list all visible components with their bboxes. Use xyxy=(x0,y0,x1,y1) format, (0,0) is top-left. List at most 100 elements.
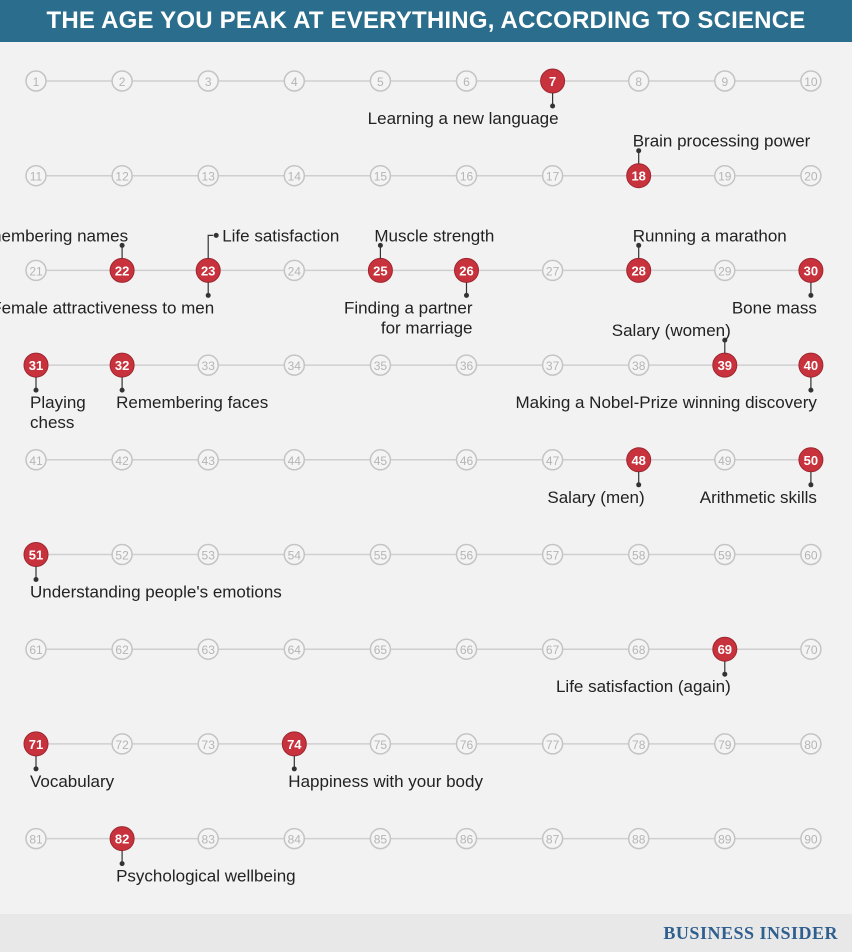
age-node xyxy=(714,827,736,850)
age-node xyxy=(800,638,822,660)
age-number: 44 xyxy=(288,454,302,468)
age-node xyxy=(541,354,564,376)
age-number: 76 xyxy=(460,738,474,752)
age-node xyxy=(197,354,219,376)
age-number: 1 xyxy=(33,75,40,89)
age-node xyxy=(714,543,736,566)
peak-label: Life satisfaction xyxy=(222,226,339,245)
peak-label: Understanding people's emotions xyxy=(30,583,282,602)
peak-age-number: 82 xyxy=(115,832,129,847)
peak-age-number: 74 xyxy=(287,737,302,752)
age-node xyxy=(369,827,392,850)
peak-label: Remembering faces xyxy=(116,393,268,412)
age-node xyxy=(369,354,392,376)
age-number: 72 xyxy=(115,738,129,752)
age-number: 56 xyxy=(460,549,474,563)
connector-dot xyxy=(722,671,728,677)
age-node xyxy=(800,70,822,92)
age-number: 87 xyxy=(546,833,560,847)
age-number: 5 xyxy=(377,75,384,89)
peak-label: Salary (women) xyxy=(612,321,731,340)
connector-dot xyxy=(291,766,297,772)
peak-label: Muscle strength xyxy=(374,226,494,245)
peak-age-number: 32 xyxy=(115,358,129,373)
age-node xyxy=(25,449,47,471)
connector-dot xyxy=(464,292,469,298)
peak-age-number: 26 xyxy=(459,263,473,278)
age-number: 14 xyxy=(288,170,302,184)
footer: BUSINESS INSIDER xyxy=(0,914,852,952)
age-node xyxy=(111,543,133,566)
age-node xyxy=(800,164,822,187)
age-number: 13 xyxy=(202,170,216,184)
age-node xyxy=(283,354,306,376)
peak-age-number: 18 xyxy=(631,169,645,184)
age-number: 36 xyxy=(460,359,474,373)
age-number: 65 xyxy=(374,643,388,657)
age-node xyxy=(627,70,650,92)
connector-dot xyxy=(119,387,125,393)
age-node xyxy=(627,543,650,566)
page-title: THE AGE YOU PEAK AT EVERYTHING, ACCORDIN… xyxy=(46,7,806,34)
connector-dot xyxy=(722,337,728,343)
age-node xyxy=(369,543,392,566)
age-node xyxy=(714,449,736,471)
age-number: 10 xyxy=(804,75,818,89)
age-node xyxy=(369,733,392,755)
age-number: 57 xyxy=(546,549,560,563)
connector-dot xyxy=(636,148,642,154)
age-number: 85 xyxy=(374,833,388,847)
peak-label: Arithmetic skills xyxy=(700,488,817,507)
age-node xyxy=(714,164,736,187)
age-node xyxy=(800,733,822,755)
age-number: 55 xyxy=(374,549,388,563)
connector-dot xyxy=(119,242,125,248)
age-node xyxy=(455,354,478,376)
peak-label: Remembering names xyxy=(0,226,128,245)
connector-dot xyxy=(119,861,125,867)
age-node xyxy=(197,827,219,850)
age-node xyxy=(800,827,822,850)
age-number: 27 xyxy=(546,264,560,278)
age-number: 37 xyxy=(546,359,560,373)
peak-age-number: 25 xyxy=(373,263,387,278)
age-node xyxy=(455,827,478,850)
age-node xyxy=(25,638,47,660)
age-number: 3 xyxy=(205,75,212,89)
age-node xyxy=(283,164,306,187)
age-number: 78 xyxy=(632,738,646,752)
age-node xyxy=(627,733,650,755)
age-node xyxy=(25,70,47,92)
age-node xyxy=(541,733,564,755)
header-banner: THE AGE YOU PEAK AT EVERYTHING, ACCORDIN… xyxy=(0,0,852,42)
peak-label: Psychological wellbeing xyxy=(116,867,296,886)
age-number: 86 xyxy=(460,833,474,847)
age-number: 43 xyxy=(202,454,216,468)
peak-age-number: 28 xyxy=(631,263,645,278)
peak-label: Brain processing power xyxy=(633,132,811,151)
age-node xyxy=(283,638,306,660)
age-node xyxy=(455,70,478,92)
age-node xyxy=(714,733,736,755)
age-number: 38 xyxy=(632,359,646,373)
age-node xyxy=(283,827,306,850)
age-number: 4 xyxy=(291,75,298,89)
connector-dot xyxy=(205,292,211,298)
age-node xyxy=(25,164,47,187)
age-number: 89 xyxy=(718,833,732,847)
age-node xyxy=(541,449,564,471)
age-number: 79 xyxy=(718,738,732,752)
age-number: 84 xyxy=(288,833,302,847)
age-number: 6 xyxy=(463,75,470,89)
age-node xyxy=(283,259,306,282)
peak-age-number: 51 xyxy=(29,548,43,563)
connector-dot xyxy=(33,766,39,772)
age-node xyxy=(197,70,219,92)
age-node xyxy=(369,449,392,471)
connector-dot xyxy=(636,482,642,488)
connector-dot xyxy=(636,242,642,248)
peak-age-number: 30 xyxy=(804,263,818,278)
age-number: 34 xyxy=(288,359,302,373)
age-node xyxy=(369,70,392,92)
age-number: 35 xyxy=(374,359,388,373)
